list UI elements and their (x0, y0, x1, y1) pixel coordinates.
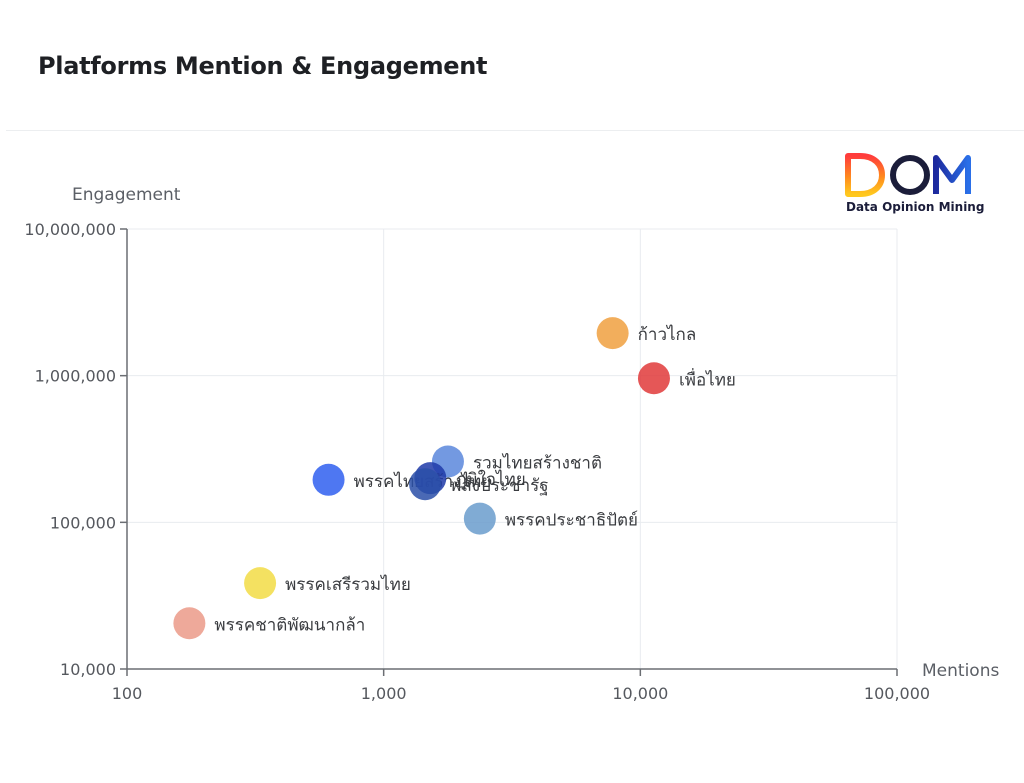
data-point (312, 463, 345, 496)
grid-lines (127, 228, 898, 669)
data-point-label: พรรคเสรีรวมไทย (285, 574, 411, 595)
dom-logo (845, 153, 971, 197)
data-point-label: ภูมิใจไทย (455, 469, 525, 490)
data-point (637, 362, 670, 395)
data-point (244, 567, 277, 600)
data-point (409, 468, 442, 501)
y-tick-label: 1,000,000 (35, 367, 116, 386)
data-point-label: เพื่อไทย (679, 367, 736, 390)
x-tick-label: 100 (112, 684, 143, 703)
tick-labels: 100 1,000 10,000 100,000 10,000 100,000 1,000,… (24, 220, 930, 703)
data-points: ก้าวไกลเพื่อไทยรวมไทยสร้างชาติพรรคไทยสร้… (173, 317, 736, 640)
data-point-label: พลังประชารัฐ (450, 476, 549, 496)
y-tick-label: 100,000 (50, 513, 116, 532)
x-tick-label: 1,000 (361, 684, 407, 703)
data-point (173, 607, 206, 640)
data-point-label: ก้าวไกล (638, 324, 697, 345)
x-axis-title: Mentions (922, 661, 999, 681)
logo-subtitle: Data Opinion Mining (846, 200, 985, 214)
data-point-label: พรรคประชาธิปัตย์ (505, 511, 638, 531)
x-tick-label: 10,000 (612, 684, 668, 703)
chart-title: Platforms Mention & Engagement (38, 52, 488, 80)
data-point (463, 502, 496, 535)
y-tick-label: 10,000,000 (24, 220, 116, 239)
data-point (596, 317, 629, 350)
axes (120, 228, 898, 676)
header-divider (6, 130, 1024, 131)
data-point-label: รวมไทยสร้างชาติ (473, 452, 602, 473)
y-tick-label: 10,000 (60, 660, 116, 679)
data-point-label: พรรคชาติพัฒนากล้า (214, 615, 365, 635)
y-axis-title: Engagement (72, 185, 181, 205)
x-tick-label: 100,000 (864, 684, 930, 703)
